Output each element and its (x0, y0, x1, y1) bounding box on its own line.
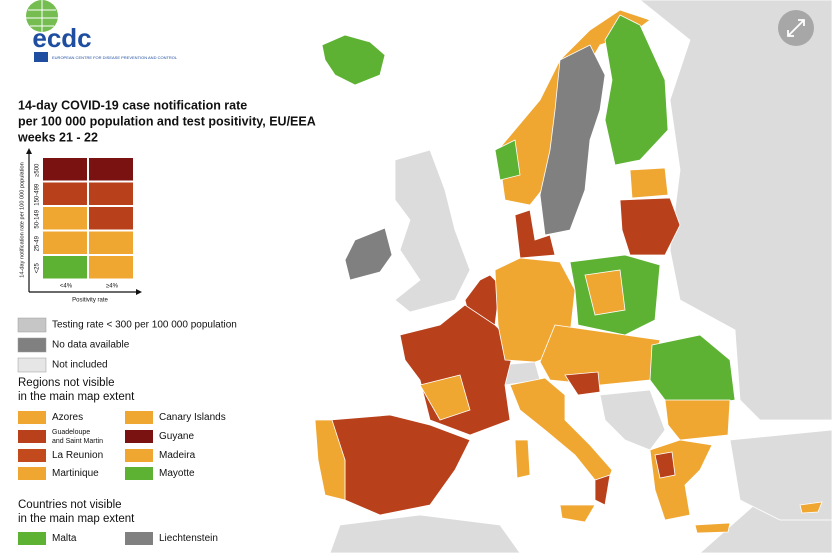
romania (649, 334, 736, 406)
crete (694, 522, 731, 534)
sweden (539, 44, 606, 236)
greece-region (654, 451, 676, 479)
poland-region (584, 269, 626, 316)
column-label: <4% (60, 284, 73, 290)
title: 14-day COVID-19 case notification rate (18, 98, 247, 112)
cyprus (799, 501, 823, 514)
legend-heading: in the main map extent (18, 391, 135, 403)
legend-label: Testing rate < 300 per 100 000 populatio… (52, 320, 237, 331)
spain (329, 414, 471, 516)
north-africa (329, 514, 521, 553)
row-label: 50-149 (35, 209, 41, 228)
logo-subtitle: EUROPEAN CENTRE FOR DISEASE PREVENTION A… (52, 55, 178, 60)
row-label: <25 (35, 263, 41, 274)
expand-button[interactable] (778, 10, 814, 46)
legend-label: Guyane (159, 431, 194, 442)
legend-swatch (125, 430, 153, 443)
non-eu-land (639, 0, 832, 553)
ireland (344, 227, 393, 281)
legend-label: La Reunion (52, 450, 103, 461)
title: weeks 21 - 22 (17, 130, 98, 144)
uk (394, 149, 471, 313)
legend-swatch (18, 532, 46, 545)
legend-swatch (18, 467, 46, 480)
non-eu-land (729, 429, 832, 521)
legend-label: Azores (52, 412, 83, 423)
finland (604, 14, 669, 166)
legend-heading: Countries not visible (18, 499, 122, 511)
legend-swatch (18, 449, 46, 462)
legend-label: Not included (52, 360, 108, 371)
central-europe (539, 324, 661, 386)
logo-text: ecdc (32, 23, 91, 53)
france (399, 304, 516, 436)
matrix-cell (43, 256, 87, 279)
matrix-cell (89, 182, 133, 205)
sicily (559, 504, 596, 523)
x-axis-label: Positivity rate (72, 298, 108, 304)
title: per 100 000 population and test positivi… (18, 114, 316, 128)
legend-swatch (125, 467, 153, 480)
legend-swatch (125, 449, 153, 462)
row-label: 150-499 (35, 183, 41, 206)
legend-label: Mayotte (159, 468, 195, 479)
sardinia (514, 439, 531, 479)
legend-swatch (125, 532, 153, 545)
logo: ecdc EUROPEAN CENTRE FOR DISEASE PREVENT… (26, 0, 178, 62)
legend-label: Liechtenstein (159, 533, 218, 544)
x-arrow-head (136, 289, 142, 295)
legend-heading: in the main map extent (18, 513, 135, 525)
legend-label: Canary Islands (159, 412, 226, 423)
row-label: 25-49 (35, 235, 41, 251)
legend-swatch (18, 411, 46, 424)
legend-heading: Regions not visible (18, 377, 115, 389)
norway-region (494, 139, 521, 181)
matrix-cell (89, 158, 133, 181)
legend-label: Martinique (52, 468, 99, 479)
latvia-lithuania (619, 197, 681, 256)
legend-swatch (17, 337, 47, 353)
portugal (314, 419, 346, 501)
calabria (594, 474, 611, 506)
row-label: ≥500 (35, 163, 41, 177)
legend-label: Madeira (159, 450, 196, 461)
legend-swatch (125, 411, 153, 424)
legend-label: Malta (52, 533, 77, 544)
france-region (419, 374, 471, 421)
legend-swatch (18, 430, 46, 443)
y-axis-label: 14-day notification rate per 100 000 pop… (19, 162, 25, 277)
bulgaria (664, 399, 731, 441)
estonia (629, 167, 669, 199)
map (314, 0, 832, 553)
legend-label: Guadeloupe (52, 429, 90, 436)
matrix-cell (43, 207, 87, 230)
legend-swatch (17, 357, 47, 373)
matrix-cell (89, 256, 133, 279)
legend-label: and Saint Martin (52, 438, 103, 445)
legend-swatch (17, 317, 47, 333)
greece (649, 439, 713, 521)
balkans (599, 389, 666, 451)
matrix-cell (43, 158, 87, 181)
matrix-cell (43, 182, 87, 205)
matrix-cell (89, 231, 133, 254)
legend-label: No data available (52, 340, 130, 351)
column-label: ≥4% (106, 284, 119, 290)
y-arrow-head (26, 148, 32, 154)
matrix-cell (43, 231, 87, 254)
matrix-cell (89, 207, 133, 230)
croatia (564, 371, 601, 396)
iceland (321, 34, 386, 86)
